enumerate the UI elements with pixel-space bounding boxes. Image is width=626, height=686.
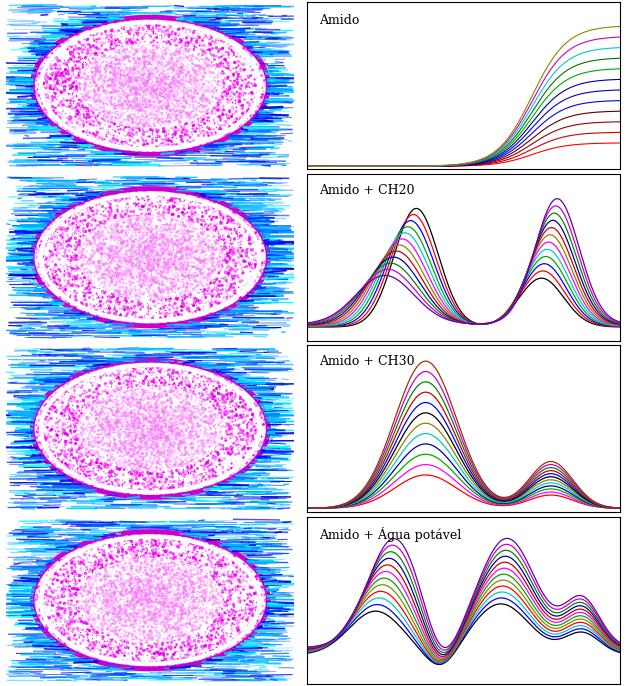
Text: Amido + Água potável: Amido + Água potável (319, 527, 461, 542)
Ellipse shape (29, 16, 271, 156)
Text: Amido + CH20: Amido + CH20 (319, 184, 415, 197)
Ellipse shape (78, 44, 222, 128)
Ellipse shape (29, 530, 271, 670)
Ellipse shape (78, 215, 222, 299)
Text: Amido + CH30: Amido + CH30 (319, 355, 415, 368)
Text: Amido: Amido (319, 14, 359, 27)
Ellipse shape (29, 187, 271, 327)
Ellipse shape (78, 558, 222, 642)
Ellipse shape (78, 387, 222, 471)
Ellipse shape (29, 359, 271, 499)
